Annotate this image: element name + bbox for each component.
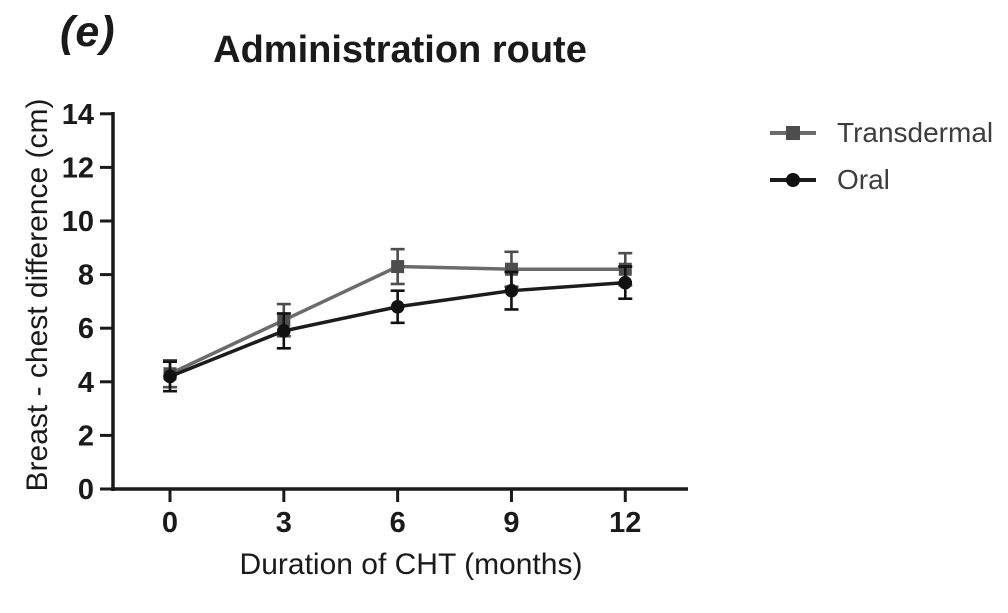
y-tick-label: 2 [78, 420, 94, 452]
circle-marker-icon [770, 163, 816, 196]
chart-title: Administration route [213, 29, 587, 71]
data-point-circle [163, 369, 177, 384]
legend-square-glyph [786, 126, 800, 140]
legend: Transdermal Oral [770, 116, 993, 196]
x-axis-label: Duration of CHT (months) [239, 548, 583, 581]
legend-item-transdermal: Transdermal [770, 116, 993, 149]
data-point-square [391, 260, 405, 274]
y-tick-label: 12 [62, 152, 94, 184]
y-tick-label: 6 [78, 313, 94, 345]
x-tick-label: 0 [162, 507, 178, 539]
series-oral [163, 265, 633, 393]
x-tick-label: 12 [609, 507, 641, 539]
y-tick-label: 4 [78, 367, 94, 399]
panel-label: (e) [60, 8, 116, 56]
data-point-circle [504, 283, 519, 298]
y-tick-label: 10 [62, 206, 94, 238]
axes [111, 112, 688, 491]
legend-label-oral: Oral [837, 163, 890, 195]
data-point-circle [618, 275, 633, 290]
data-point-circle [390, 299, 405, 314]
x-tick-label: 3 [276, 507, 292, 539]
y-tick-label: 14 [62, 99, 94, 131]
legend-circle-glyph [786, 173, 800, 187]
y-tick-label: 8 [78, 260, 94, 292]
x-tick-label: 6 [390, 507, 406, 539]
legend-item-oral: Oral [770, 163, 993, 196]
x-tick-label: 9 [503, 507, 519, 539]
square-marker-icon [770, 116, 816, 149]
y-ticks: 0 2 4 6 8 10 12 14 [62, 99, 113, 506]
data-point-circle [277, 324, 291, 338]
x-ticks: 0 3 6 9 12 [162, 489, 641, 539]
y-tick-label: 0 [78, 474, 94, 506]
legend-label-transdermal: Transdermal [837, 116, 994, 148]
